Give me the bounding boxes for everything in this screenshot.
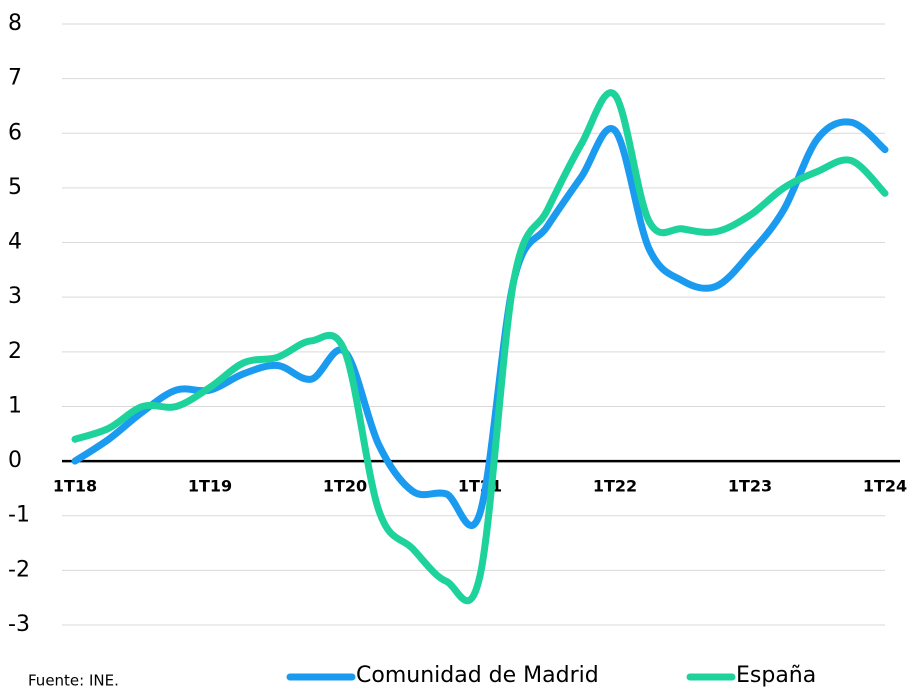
y-tick-label: 8 — [8, 11, 22, 36]
y-tick-label: 4 — [8, 230, 22, 255]
data-line — [71, 89, 889, 605]
y-tick-label: 1 — [8, 393, 22, 418]
legend-label: Comunidad de Madrid — [356, 663, 599, 687]
y-tick-label: 0 — [8, 448, 22, 473]
y-tick-label: 5 — [8, 175, 22, 200]
legend-label: España — [736, 663, 816, 687]
x-tick-label: 1T22 — [593, 477, 637, 496]
y-tick-label: -3 — [8, 612, 30, 637]
y-tick-label: -1 — [8, 503, 30, 528]
source-note: Fuente: INE. — [28, 672, 119, 687]
x-tick-label: 1T23 — [728, 477, 772, 496]
y-tick-label: -2 — [8, 557, 30, 582]
x-tick-label: 1T18 — [53, 477, 97, 496]
x-tick-label: 1T24 — [863, 477, 907, 496]
y-tick-label: 2 — [8, 339, 22, 364]
y-tick-label: 6 — [8, 120, 22, 145]
x-tick-label: 1T20 — [323, 477, 367, 496]
y-tick-label: 3 — [8, 284, 22, 309]
data-line — [71, 118, 889, 529]
x-tick-label: 1T19 — [188, 477, 232, 496]
y-tick-label: 7 — [8, 66, 22, 91]
